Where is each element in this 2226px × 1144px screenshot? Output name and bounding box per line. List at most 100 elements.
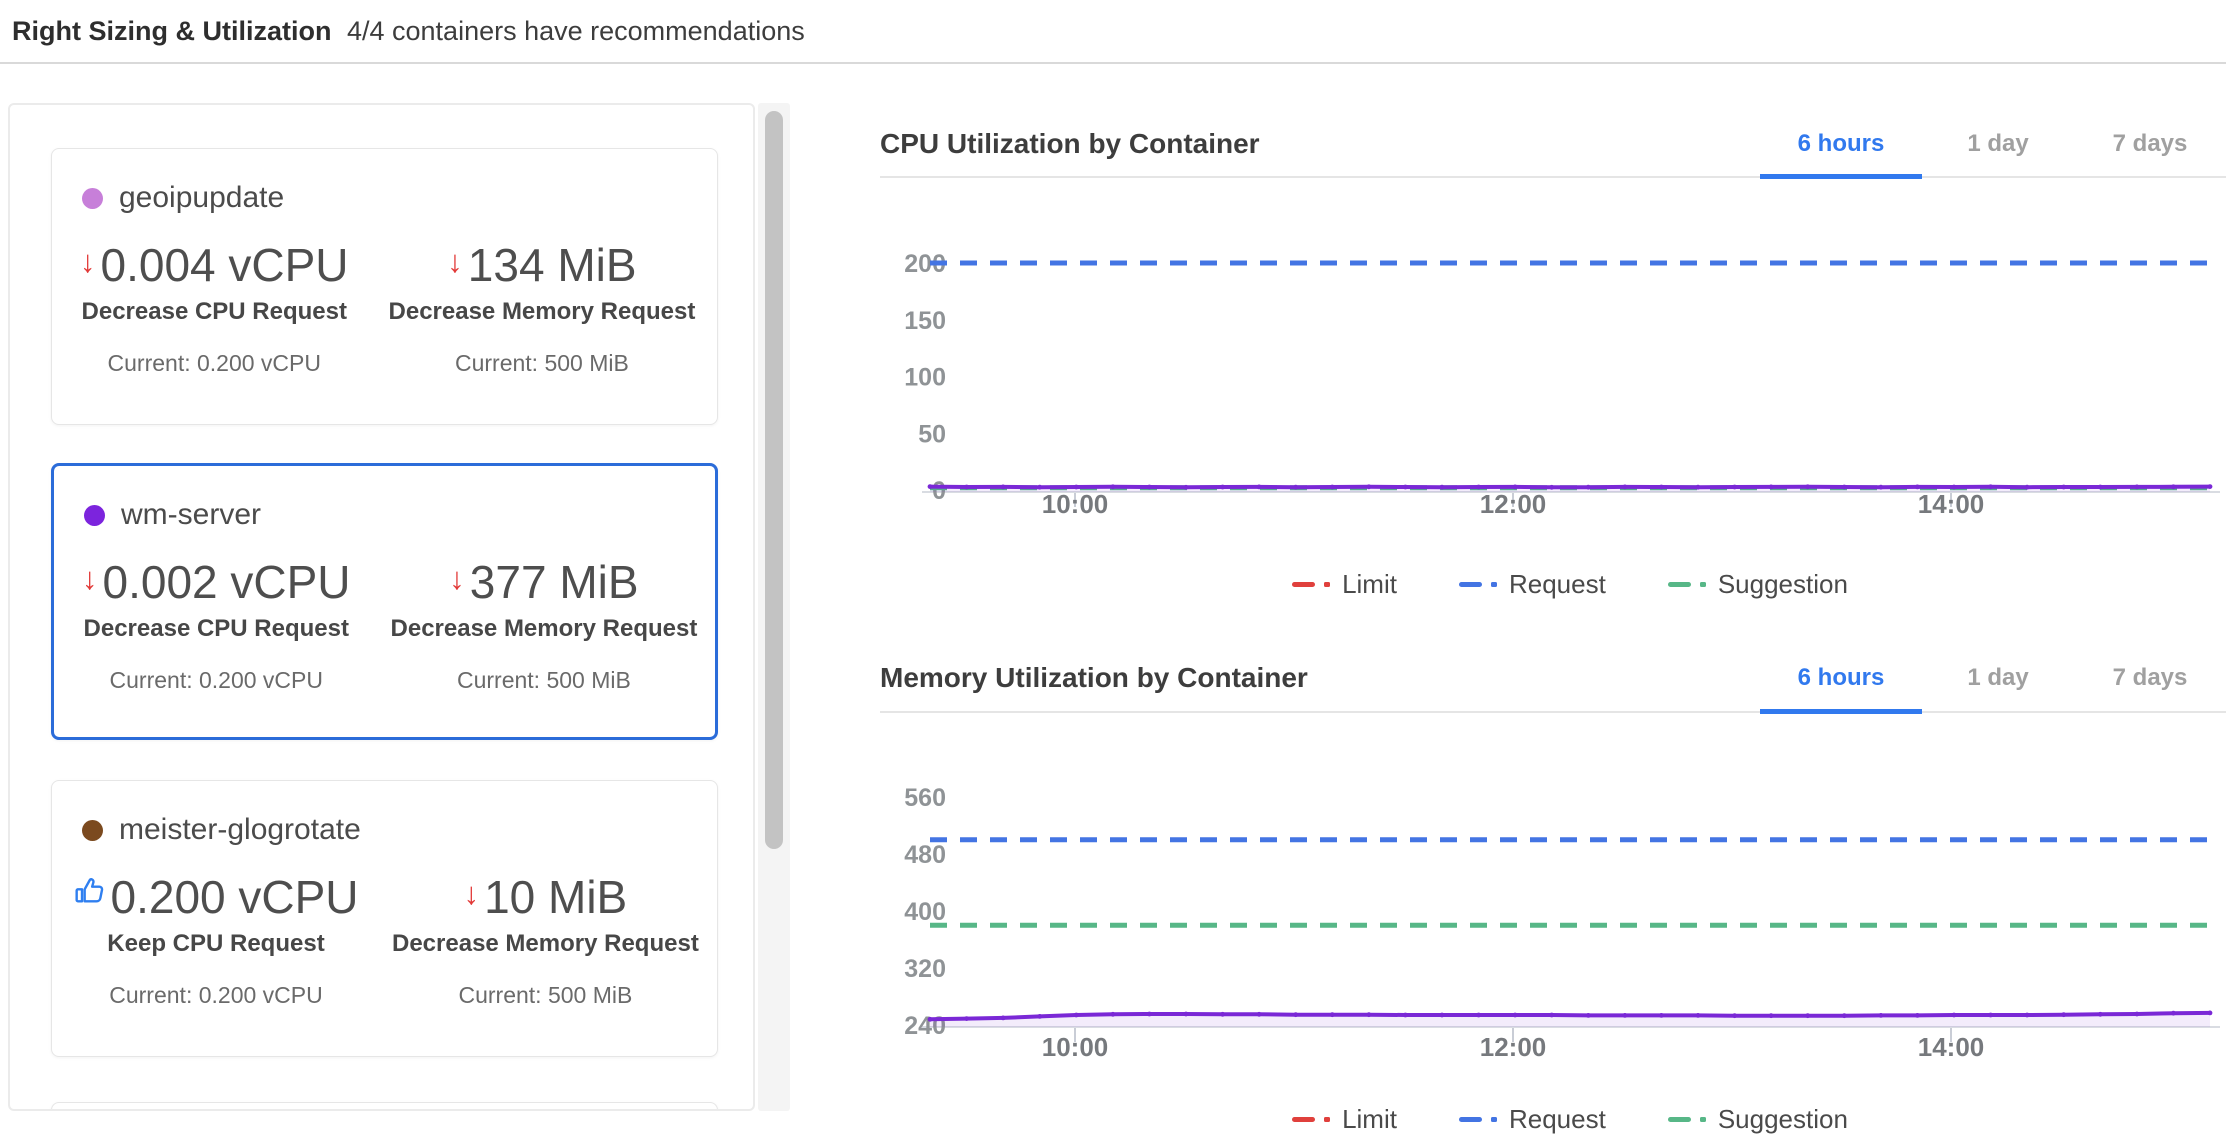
suggestion-dot-swatch bbox=[1699, 582, 1706, 587]
legend-item-request[interactable]: Request bbox=[1458, 1104, 1606, 1135]
container-card-meister-glogrotate[interactable]: meister-glogrotate ↓ 0.200 vCPU Keep CPU… bbox=[51, 780, 718, 1057]
active-tab-underline bbox=[1760, 709, 1922, 714]
container-card-wm-server[interactable]: wm-server ↓ 0.002 vCPU Decrease CPU Requ… bbox=[51, 463, 718, 740]
legend-label: Request bbox=[1508, 1104, 1606, 1134]
memory-chart-title: Memory Utilization by Container bbox=[880, 662, 1308, 693]
request-dot-swatch bbox=[1490, 582, 1497, 587]
list-scrollbar-track[interactable] bbox=[758, 103, 790, 1111]
tab-label: 1 day bbox=[1967, 130, 2029, 157]
cpu-recommendation: ↓ 0.002 vCPU Decrease CPU Request Curren… bbox=[82, 558, 351, 694]
legend-label: Suggestion bbox=[1717, 1104, 1848, 1134]
svg-text:14:00: 14:00 bbox=[1918, 1032, 1985, 1062]
limit-dot-swatch bbox=[1324, 582, 1331, 587]
tab-7-days[interactable]: 7 days bbox=[2074, 645, 2226, 711]
memory-action-label: Decrease Memory Request bbox=[388, 298, 696, 326]
legend-label: Limit bbox=[1342, 1104, 1397, 1134]
memory-recommendation: ↓ 10 MiB Decrease Memory Request Current… bbox=[392, 873, 699, 1009]
container-name: meister-glogrotate bbox=[119, 813, 361, 846]
suggestion-line-swatch bbox=[1667, 1117, 1691, 1122]
svg-text:12:00: 12:00 bbox=[1480, 489, 1547, 519]
legend-item-limit[interactable]: Limit bbox=[1292, 1104, 1397, 1135]
cpu-recommendation: ↓ 0.004 vCPU Decrease CPU Request Curren… bbox=[80, 241, 349, 377]
suggestion-dot-swatch bbox=[1699, 1117, 1706, 1122]
time-range-tabs: 6 hours 1 day 7 days bbox=[1760, 645, 2226, 714]
memory-current-value: Current: 500 MiB bbox=[456, 667, 631, 694]
tab-7-days[interactable]: 7 days bbox=[2074, 112, 2226, 176]
tab-1-day[interactable]: 1 day bbox=[1922, 645, 2074, 711]
tab-label: 6 hours bbox=[1797, 664, 1885, 691]
memory-recommendation: ↓ 377 MiB Decrease Memory Request Curren… bbox=[391, 558, 698, 694]
svg-text:100: 100 bbox=[904, 364, 946, 392]
cpu-recommendation: ↓ 0.200 vCPU Keep CPU Request Current: 0… bbox=[74, 873, 359, 1009]
svg-text:320: 320 bbox=[904, 955, 946, 983]
container-card-partial[interactable] bbox=[51, 1102, 718, 1109]
list-scrollbar-thumb[interactable] bbox=[765, 111, 783, 849]
recommended-cpu-value: 0.004 vCPU bbox=[100, 239, 349, 291]
request-line-swatch bbox=[1458, 582, 1482, 587]
decrease-arrow-icon: ↓ bbox=[449, 561, 465, 596]
memory-current-value: Current: 500 MiB bbox=[454, 350, 629, 377]
decrease-arrow-icon: ↓ bbox=[82, 561, 98, 596]
memory-utilization-chart[interactable]: 10:00 12:00 14:00 560 480 400 320 240 bbox=[880, 715, 2226, 1143]
recommended-cpu-value: 0.002 vCPU bbox=[102, 556, 351, 608]
recommended-memory-value: 134 MiB bbox=[467, 239, 637, 291]
request-line-swatch bbox=[1458, 1117, 1482, 1122]
page-subtitle: 4/4 containers have recommendations bbox=[346, 16, 805, 46]
cpu-current-value: Current: 0.200 vCPU bbox=[107, 350, 321, 377]
recommended-cpu-value: 0.200 vCPU bbox=[110, 871, 359, 923]
container-color-dot bbox=[82, 187, 103, 209]
legend-label: Limit bbox=[1342, 569, 1397, 599]
recommended-memory-value: 377 MiB bbox=[469, 556, 639, 608]
page-title: Right Sizing & Utilization bbox=[12, 16, 332, 46]
cpu-current-value: Current: 0.200 vCPU bbox=[109, 667, 323, 694]
legend-item-request[interactable]: Request bbox=[1458, 569, 1606, 600]
tab-1-day[interactable]: 1 day bbox=[1922, 112, 2074, 176]
container-color-dot bbox=[84, 504, 105, 526]
tab-label: 7 days bbox=[2112, 664, 2188, 691]
memory-chart-section: Memory Utilization by Container 6 hours … bbox=[880, 645, 2226, 1144]
container-name: wm-server bbox=[121, 498, 261, 531]
memory-current-value: Current: 500 MiB bbox=[458, 982, 633, 1009]
svg-text:400: 400 bbox=[904, 898, 946, 926]
tab-6-hours[interactable]: 6 hours bbox=[1760, 112, 1922, 179]
legend-item-suggestion[interactable]: Suggestion bbox=[1667, 1104, 1848, 1135]
cpu-chart-title: CPU Utilization by Container bbox=[880, 128, 1260, 159]
svg-text:560: 560 bbox=[904, 784, 946, 812]
limit-line-swatch bbox=[1292, 582, 1316, 587]
memory-action-label: Decrease Memory Request bbox=[392, 930, 699, 958]
container-list-panel: geoipupdate ↓ 0.004 vCPU Decrease CPU Re… bbox=[8, 103, 755, 1111]
memory-action-label: Decrease Memory Request bbox=[390, 615, 698, 643]
tab-6-hours[interactable]: 6 hours bbox=[1760, 645, 1922, 714]
legend-item-limit[interactable]: Limit bbox=[1292, 569, 1397, 600]
tab-label: 1 day bbox=[1967, 664, 2029, 691]
cpu-chart-section: CPU Utilization by Container 6 hours 1 d… bbox=[880, 112, 2226, 645]
decrease-arrow-icon: ↓ bbox=[80, 244, 96, 279]
thumbs-up-icon bbox=[74, 878, 103, 903]
memory-chart-legend: Limit Request Suggestion bbox=[930, 1104, 2210, 1135]
time-range-tabs: 6 hours 1 day 7 days bbox=[1760, 112, 2226, 179]
memory-chart-header: Memory Utilization by Container 6 hours … bbox=[880, 645, 2226, 714]
svg-text:10:00: 10:00 bbox=[1042, 1032, 1109, 1062]
cpu-action-label: Keep CPU Request bbox=[107, 930, 325, 958]
legend-label: Suggestion bbox=[1717, 569, 1848, 599]
svg-text:240: 240 bbox=[904, 1012, 946, 1040]
cpu-action-label: Decrease CPU Request bbox=[81, 298, 347, 326]
limit-dot-swatch bbox=[1324, 1117, 1331, 1122]
recommended-memory-value: 10 MiB bbox=[484, 871, 628, 923]
svg-text:150: 150 bbox=[904, 307, 946, 335]
legend-item-suggestion[interactable]: Suggestion bbox=[1667, 569, 1848, 600]
svg-text:14:00: 14:00 bbox=[1918, 489, 1985, 519]
tab-label: 6 hours bbox=[1797, 130, 1885, 157]
container-name: geoipupdate bbox=[119, 181, 285, 214]
svg-text:0: 0 bbox=[932, 477, 946, 505]
suggestion-line-swatch bbox=[1667, 582, 1691, 587]
svg-text:50: 50 bbox=[918, 420, 946, 448]
decrease-arrow-icon: ↓ bbox=[463, 876, 480, 911]
legend-label: Request bbox=[1508, 569, 1606, 599]
header-divider bbox=[0, 62, 2226, 64]
decrease-arrow-icon: ↓ bbox=[447, 244, 463, 279]
container-card-geoipupdate[interactable]: geoipupdate ↓ 0.004 vCPU Decrease CPU Re… bbox=[51, 148, 718, 425]
memory-recommendation: ↓ 134 MiB Decrease Memory Request Curren… bbox=[389, 241, 696, 377]
